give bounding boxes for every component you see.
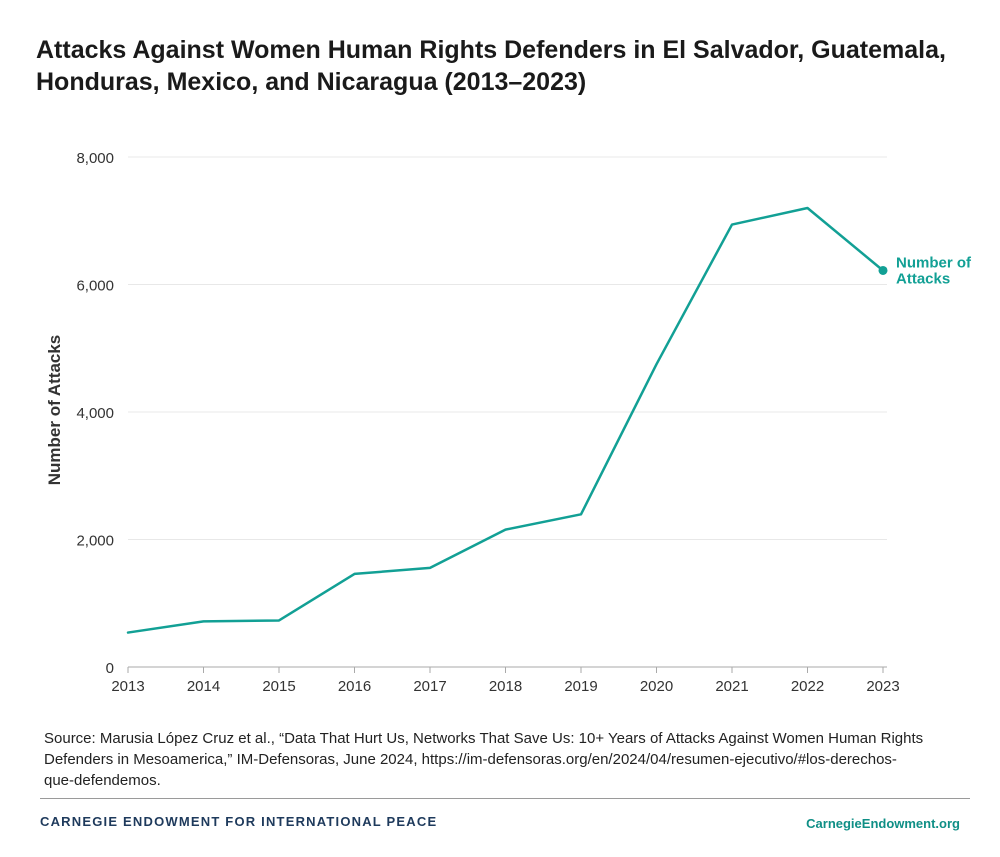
- y-tick-label: 2,000: [76, 533, 114, 550]
- x-tick-label: 2015: [262, 678, 295, 695]
- series-end-point: [878, 265, 888, 275]
- series-line: [126, 206, 885, 634]
- x-axis: 2013 2014 2015 2016 2017 2018 2019 2020 2021 2022…: [111, 666, 900, 695]
- x-tick-label: 2021: [715, 678, 748, 695]
- y-tick-label: 6,000: [76, 278, 114, 295]
- footer-site-link[interactable]: CarnegieEndowment.org: [806, 816, 960, 831]
- y-tick-label: 0: [106, 660, 114, 677]
- x-tick-label: 2022: [791, 678, 824, 695]
- x-tick-label: 2016: [338, 678, 371, 695]
- x-tick-label: 2014: [187, 678, 220, 695]
- series: Number of Attacks: [126, 206, 972, 634]
- series-label-line: Attacks: [896, 270, 950, 287]
- x-tick-label: 2019: [564, 678, 597, 695]
- series-label-line: Number of: [896, 254, 972, 271]
- y-axis-ticks: 0 2,000 4,000 6,000 8,000: [76, 150, 114, 677]
- x-tick-label: 2017: [413, 678, 446, 695]
- gridlines: [128, 156, 887, 540]
- chart-title: Attacks Against Women Human Rights Defen…: [36, 36, 946, 96]
- footer-org-name: CARNEGIE ENDOWMENT FOR INTERNATIONAL PEA…: [40, 814, 438, 829]
- x-tick-label: 2013: [111, 678, 144, 695]
- x-tick-label: 2020: [640, 678, 673, 695]
- y-tick-label: 8,000: [76, 150, 114, 167]
- y-axis-label: Number of Attacks: [45, 335, 64, 486]
- x-tick-label: 2018: [489, 678, 522, 695]
- footer-divider: [40, 798, 970, 799]
- y-tick-label: 4,000: [76, 405, 114, 422]
- source-note: Source: Marusia López Cruz et al., “Data…: [44, 730, 924, 789]
- series-label: Number of Attacks: [896, 254, 972, 287]
- x-tick-label: 2023: [866, 678, 899, 695]
